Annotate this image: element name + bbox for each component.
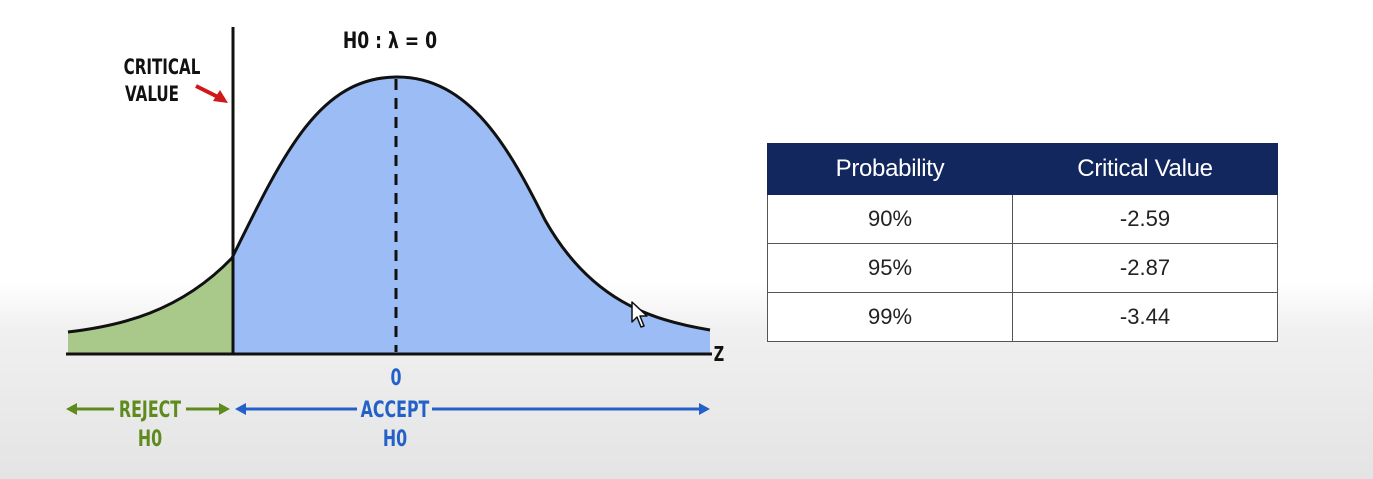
critical-label-line2: VALUE bbox=[125, 83, 179, 107]
reject-label-line2: H0 bbox=[138, 425, 162, 451]
table-row: 99% -3.44 bbox=[767, 292, 1278, 342]
cell-critical-value: -2.87 bbox=[1012, 243, 1278, 293]
critical-pointer-arrow bbox=[195, 84, 228, 103]
reject-region bbox=[68, 258, 232, 354]
accept-region bbox=[232, 76, 710, 354]
reject-label-line1: REJECT bbox=[119, 396, 181, 422]
accept-label-line1: ACCEPT bbox=[361, 396, 430, 422]
header-probability: Probability bbox=[767, 143, 1013, 195]
bell-curve bbox=[67, 75, 711, 334]
mouse-pointer-icon bbox=[631, 301, 648, 328]
reject-arrow bbox=[66, 403, 230, 415]
header-critical-value: Critical Value bbox=[1012, 143, 1278, 195]
accept-arrow bbox=[235, 403, 710, 415]
hypothesis-test-diagram: H0 : λ = 0 CRITICAL VALUE Z 0 REJECT H0 … bbox=[66, 27, 724, 452]
accept-label-line2: H0 bbox=[383, 425, 407, 451]
cell-critical-value: -2.59 bbox=[1012, 194, 1278, 244]
cell-probability: 99% bbox=[767, 292, 1013, 342]
table-row: 90% -2.59 bbox=[767, 194, 1278, 244]
table-header-row: Probability Critical Value bbox=[767, 143, 1278, 195]
cell-critical-value: -3.44 bbox=[1012, 292, 1278, 342]
cell-probability: 90% bbox=[767, 194, 1013, 244]
axis-label-z: Z bbox=[714, 344, 724, 367]
zero-label: 0 bbox=[390, 364, 401, 390]
cell-probability: 95% bbox=[767, 243, 1013, 293]
table-row: 95% -2.87 bbox=[767, 243, 1278, 293]
hypothesis-label: H0 : λ = 0 bbox=[343, 28, 437, 54]
critical-value-table: Probability Critical Value 90% -2.59 95%… bbox=[767, 143, 1278, 342]
critical-label-line1: CRITICAL bbox=[124, 56, 201, 80]
